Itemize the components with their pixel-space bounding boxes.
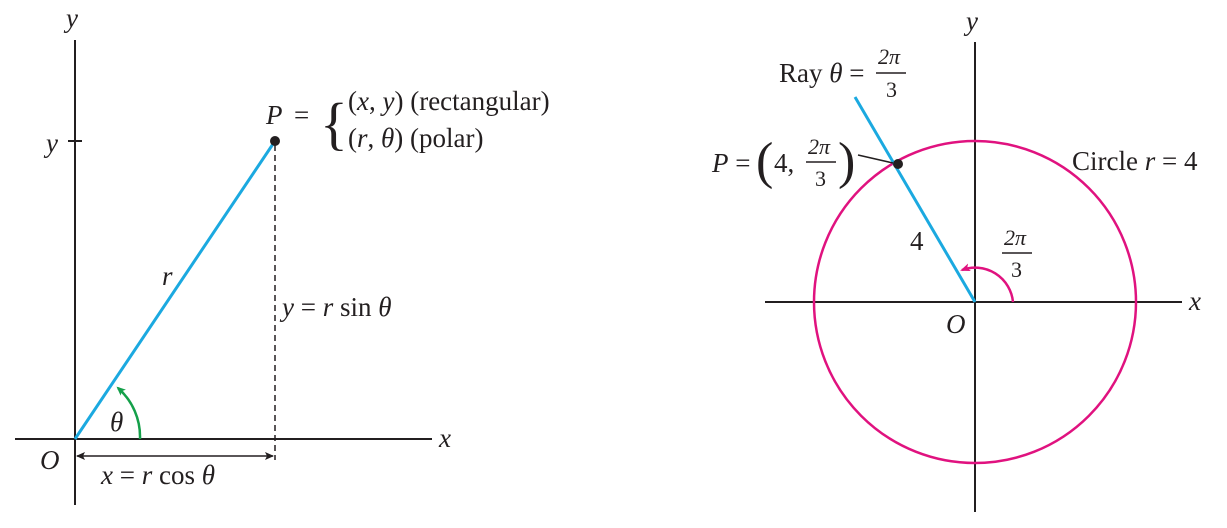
right-point-leader bbox=[857, 154, 894, 164]
left-x-formula: x = r cos θ bbox=[100, 460, 215, 490]
right-ray-denominator: 3 bbox=[886, 77, 897, 102]
right-point-numerator: 2π bbox=[808, 134, 831, 159]
right-ray bbox=[853, 96, 977, 303]
right-circle bbox=[812, 139, 1138, 465]
right-angle-denominator: 3 bbox=[1011, 257, 1022, 282]
left-y-axis-label: y bbox=[63, 3, 78, 33]
left-y-formula: y = r sin θ bbox=[279, 292, 392, 322]
left-y-tick-label: y bbox=[43, 128, 58, 158]
right-y-axis-label: y bbox=[963, 6, 978, 36]
right-point-open-paren: ( bbox=[756, 133, 773, 190]
right-point-r: 4, bbox=[774, 148, 794, 178]
right-point-label: P = bbox=[711, 148, 750, 178]
left-brace: { bbox=[320, 91, 348, 156]
left-polar-coords: (r, θ) (polar) bbox=[348, 123, 483, 153]
left-origin-label: O bbox=[40, 445, 60, 475]
right-angle-numerator: 2π bbox=[1004, 225, 1027, 250]
right-origin-label: O bbox=[946, 309, 966, 339]
left-point-equals: = bbox=[294, 100, 309, 130]
right-x-axis-label: x bbox=[1188, 286, 1201, 316]
left-radius-ray bbox=[73, 140, 277, 440]
right-point-p bbox=[893, 159, 903, 169]
right-ray-numerator: 2π bbox=[878, 44, 901, 69]
left-point-p bbox=[270, 136, 280, 146]
right-radius-label: 4 bbox=[910, 226, 924, 256]
left-diagram: y x O y r y = r sin θ θ P = { (x, y) (re… bbox=[15, 3, 550, 505]
right-point-close-paren: ) bbox=[838, 133, 855, 190]
left-angle-arc bbox=[116, 386, 142, 440]
right-ray-prefix: Ray θ = bbox=[779, 58, 865, 88]
right-angle-arc bbox=[960, 263, 1015, 303]
left-angle-label: θ bbox=[110, 407, 123, 437]
right-point-denominator: 3 bbox=[815, 166, 826, 191]
left-point-label: P bbox=[265, 100, 283, 130]
right-diagram: y x O Circle r = 4 4 Ray θ = 2π 3 P = ( … bbox=[711, 6, 1201, 512]
left-x-axis-label: x bbox=[438, 423, 451, 453]
left-rect-coords: (x, y) (rectangular) bbox=[348, 86, 550, 116]
right-circle-label: Circle r = 4 bbox=[1072, 146, 1198, 176]
left-radius-label: r bbox=[162, 261, 173, 291]
